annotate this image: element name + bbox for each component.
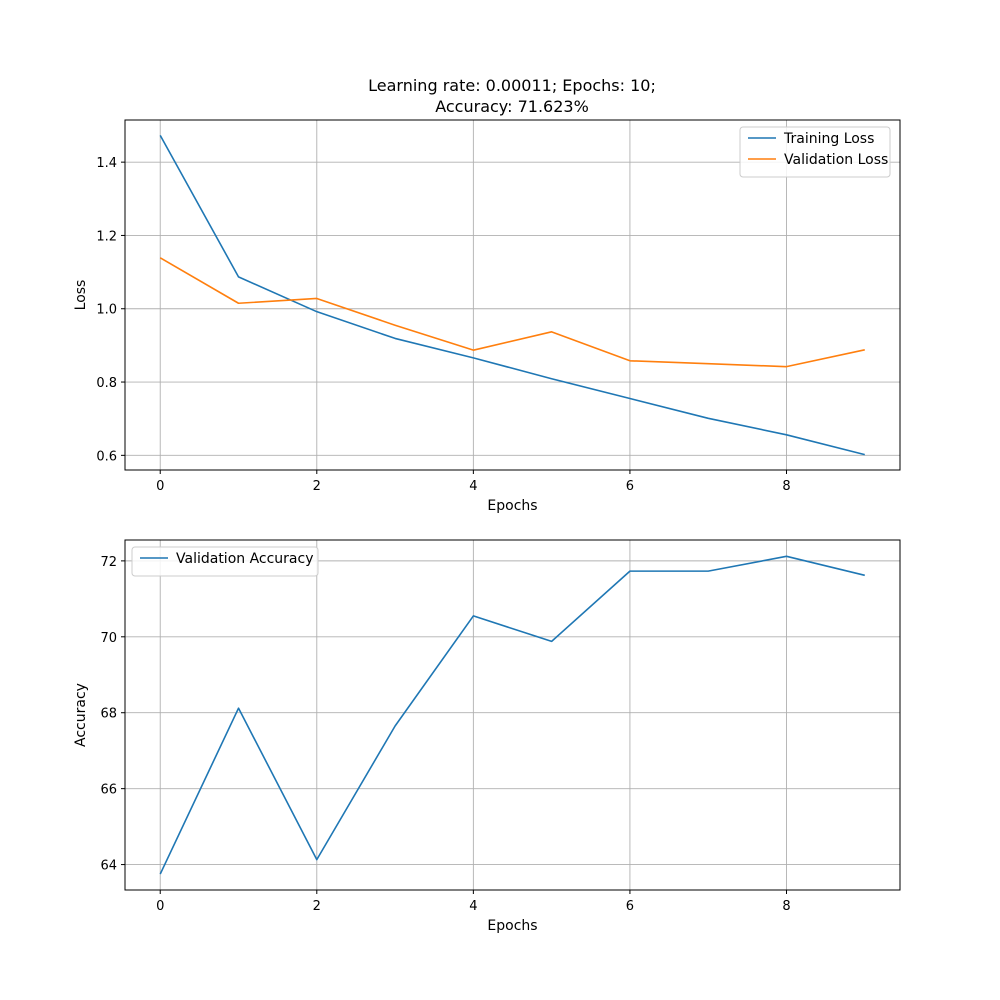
x-tick-label: 4 bbox=[469, 899, 477, 914]
y-tick-label: 64 bbox=[100, 859, 117, 874]
y-tick-label: 0.6 bbox=[96, 449, 117, 464]
x-tick-label: 4 bbox=[469, 479, 477, 494]
legend-box bbox=[739, 126, 891, 178]
y-tick-label: 70 bbox=[100, 631, 117, 646]
axes-frame bbox=[124, 119, 901, 471]
y-tick-label: 1.4 bbox=[96, 156, 117, 171]
loss-chart: 0 2 4 6 8 0.6 0.8 1.0 1.2 1.4 Epochs Loss Training L… bbox=[73, 119, 901, 514]
y-axis-label: Accuracy bbox=[73, 683, 89, 747]
x-tick-label: 6 bbox=[626, 899, 634, 914]
x-tick-label: 0 bbox=[156, 479, 164, 494]
figure-title-line-1: Learning rate: 0.00011; Epochs: 10; bbox=[368, 76, 656, 95]
y-tick-label: 0.8 bbox=[96, 376, 117, 391]
y-tick-label: 72 bbox=[100, 555, 117, 570]
x-tick-label: 0 bbox=[156, 899, 164, 914]
legend-label-0: Validation Accuracy bbox=[176, 551, 314, 567]
y-tick-label: 1.2 bbox=[96, 229, 117, 244]
y-tick-label: 66 bbox=[100, 783, 117, 798]
legend-label-0: Training Loss bbox=[783, 131, 874, 147]
x-axis-label: Epochs bbox=[487, 918, 537, 934]
series-line-0 bbox=[159, 555, 865, 875]
legend: Training Loss Validation Loss bbox=[739, 126, 891, 178]
y-tick-label: 1.0 bbox=[96, 303, 117, 318]
legend: Validation Accuracy bbox=[131, 546, 319, 577]
axes-frame bbox=[124, 539, 901, 891]
x-tick-label: 2 bbox=[313, 479, 321, 494]
x-tick-label: 8 bbox=[782, 479, 790, 494]
y-tick-label: 68 bbox=[100, 707, 117, 722]
legend-label-1: Validation Loss bbox=[784, 152, 888, 168]
x-axis-label: Epochs bbox=[487, 498, 537, 514]
series-line-0 bbox=[159, 135, 865, 456]
legend-box bbox=[131, 546, 319, 577]
x-tick-label: 2 bbox=[313, 899, 321, 914]
x-tick-label: 8 bbox=[782, 899, 790, 914]
figure-title-line-2: Accuracy: 71.623% bbox=[435, 97, 589, 116]
series-line-1 bbox=[159, 257, 865, 368]
x-tick-label: 6 bbox=[626, 479, 634, 494]
y-axis-label: Loss bbox=[73, 280, 89, 311]
accuracy-chart: 0 2 4 6 86466687072EpochsAccuracyValidation … bbox=[73, 539, 901, 934]
